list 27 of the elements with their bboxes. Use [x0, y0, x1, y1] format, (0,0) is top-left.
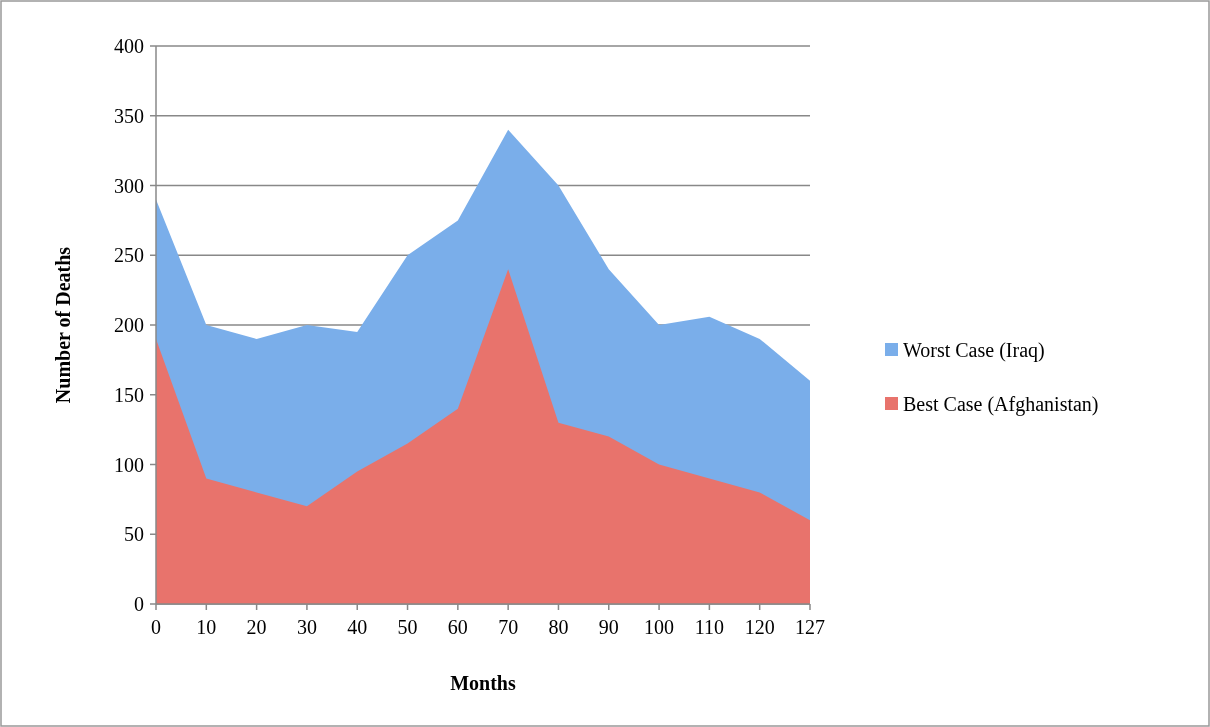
- x-tick-label: 120: [744, 616, 775, 638]
- x-tick-label: 10: [196, 616, 217, 638]
- x-tick-label: 80: [548, 616, 569, 638]
- y-axis-title: Number of Deaths: [52, 246, 74, 404]
- x-tick-label: 90: [598, 616, 619, 638]
- y-tick-label: 100: [114, 453, 144, 476]
- x-tick-label: 127: [795, 616, 825, 638]
- y-tick-label: 300: [114, 174, 144, 197]
- y-tick-label: 400: [114, 35, 144, 57]
- x-tick-label: 20: [246, 616, 267, 638]
- y-tick-label: 50: [124, 523, 144, 546]
- y-tick-label: 250: [114, 244, 144, 267]
- x-tick-label: 70: [498, 616, 519, 638]
- y-tick-label: 150: [114, 383, 144, 406]
- legend-label: Worst Case (Iraq): [903, 339, 1045, 362]
- x-tick-label: 100: [644, 616, 675, 638]
- y-tick-label: 350: [114, 104, 144, 127]
- legend-label: Best Case (Afghanistan): [903, 393, 1099, 416]
- y-tick-label: 200: [114, 314, 144, 336]
- x-tick-label: 50: [397, 616, 418, 638]
- x-tick-label: 60: [447, 616, 468, 638]
- x-tick-label: 30: [296, 616, 317, 638]
- x-tick-label: 40: [347, 616, 368, 638]
- x-tick-label: 110: [694, 616, 725, 638]
- x-tick-label: 0: [151, 616, 161, 638]
- y-tick-label: 0: [134, 593, 144, 615]
- x-axis-title: Months: [450, 672, 516, 694]
